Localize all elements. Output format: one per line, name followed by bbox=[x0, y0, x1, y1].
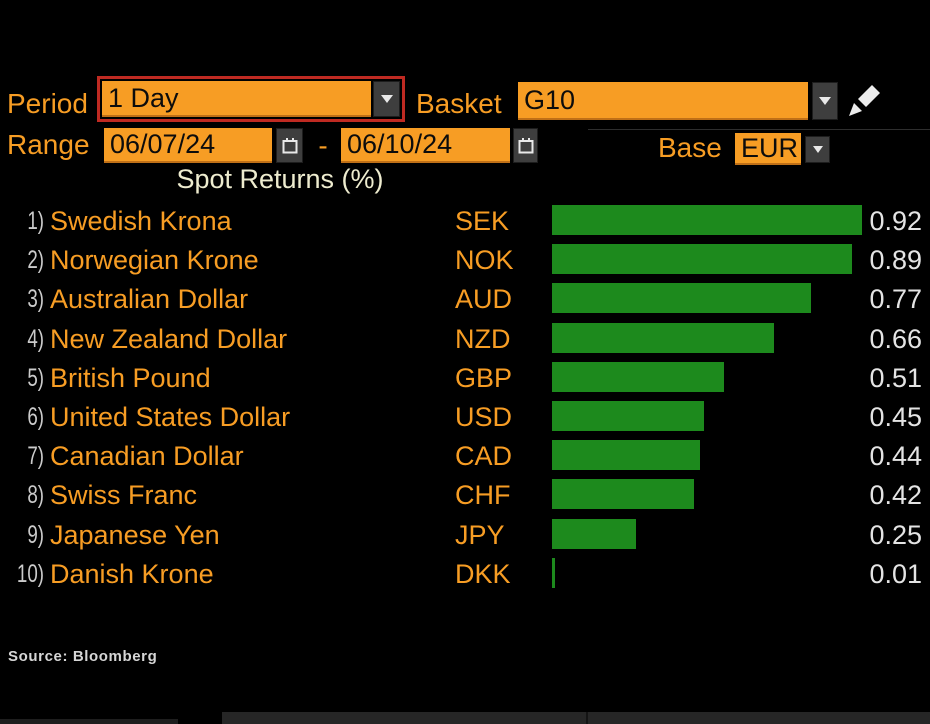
chart-row[interactable]: 7) Canadian Dollar CAD 0.44 bbox=[0, 438, 930, 474]
range-label: Range bbox=[7, 129, 90, 160]
chart-row[interactable]: 6) United States Dollar USD 0.45 bbox=[0, 399, 930, 435]
currency-name: Canadian Dollar bbox=[50, 441, 244, 472]
period-select[interactable]: 1 Day bbox=[102, 81, 371, 117]
currency-name: Danish Krone bbox=[50, 558, 214, 589]
return-value: 0.44 bbox=[869, 441, 922, 472]
range-start-value: 06/07/24 bbox=[110, 129, 216, 159]
row-index: 1) bbox=[27, 207, 44, 235]
return-bar bbox=[552, 244, 852, 275]
return-bar bbox=[552, 205, 862, 235]
chart-row[interactable]: 4) New Zealand Dollar NZD 0.66 bbox=[0, 321, 930, 357]
chart-title: Spot Returns (%) bbox=[176, 164, 384, 194]
panel-divider bbox=[588, 129, 930, 130]
currency-code: CAD bbox=[455, 441, 513, 472]
basket-dropdown-button[interactable] bbox=[812, 82, 838, 120]
chart-row[interactable]: 3) Australian Dollar AUD 0.77 bbox=[0, 281, 930, 317]
base-label: Base bbox=[658, 132, 722, 163]
currency-name: United States Dollar bbox=[50, 402, 291, 432]
row-index: 3) bbox=[27, 285, 44, 314]
calendar-icon bbox=[518, 137, 533, 153]
return-value: 0.01 bbox=[869, 558, 922, 589]
currency-name: Australian Dollar bbox=[50, 284, 249, 315]
row-index: 8) bbox=[27, 481, 44, 510]
row-index: 9) bbox=[27, 520, 44, 549]
range-end-input[interactable]: 06/10/24 bbox=[341, 128, 510, 163]
currency-code: NOK bbox=[455, 245, 514, 276]
chart-row[interactable]: 9) Japanese Yen JPY 0.25 bbox=[0, 517, 930, 553]
chevron-down-icon bbox=[819, 97, 831, 105]
return-bar bbox=[552, 283, 811, 314]
base-value: EUR bbox=[741, 133, 799, 163]
currency-code: CHF bbox=[455, 480, 511, 511]
currency-code: NZD bbox=[455, 323, 511, 354]
return-value: 0.45 bbox=[869, 402, 922, 432]
row-index: 7) bbox=[27, 442, 44, 471]
currency-code: AUD bbox=[455, 284, 513, 315]
currency-code: DKK bbox=[455, 558, 511, 589]
row-index: 6) bbox=[27, 403, 44, 431]
return-value: 0.42 bbox=[869, 480, 922, 511]
return-value: 0.25 bbox=[869, 519, 922, 550]
bottom-bar-segment bbox=[0, 719, 178, 724]
row-index: 10) bbox=[16, 559, 44, 588]
base-select[interactable]: EUR bbox=[735, 133, 801, 165]
period-label: Period bbox=[7, 88, 88, 119]
source-note: Source: Bloomberg bbox=[8, 648, 158, 665]
currency-name: British Pound bbox=[50, 362, 211, 393]
period-dropdown-button[interactable] bbox=[373, 81, 400, 117]
range-start-input[interactable]: 06/07/24 bbox=[104, 128, 272, 163]
basket-label: Basket bbox=[416, 88, 502, 119]
currency-code: GBP bbox=[455, 362, 513, 393]
period-select-highlight: 1 Day bbox=[97, 76, 405, 122]
return-bar bbox=[552, 440, 700, 471]
currency-name: Norwegian Krone bbox=[50, 245, 259, 276]
currency-code: USD bbox=[455, 402, 513, 432]
return-bar bbox=[552, 401, 704, 431]
bottom-bar-divider bbox=[586, 712, 588, 724]
currency-name: Swiss Franc bbox=[50, 480, 198, 511]
return-bar bbox=[552, 557, 555, 588]
base-dropdown-button[interactable] bbox=[805, 136, 830, 163]
currency-name: New Zealand Dollar bbox=[50, 323, 288, 354]
row-index: 4) bbox=[27, 324, 44, 353]
chart-row[interactable]: 8) Swiss Franc CHF 0.42 bbox=[0, 477, 930, 513]
chart-row[interactable]: 5) British Pound GBP 0.51 bbox=[0, 360, 930, 396]
return-bar bbox=[552, 361, 724, 392]
calendar-icon bbox=[282, 137, 297, 153]
return-bar bbox=[552, 518, 636, 549]
return-value: 0.77 bbox=[869, 284, 922, 315]
return-value: 0.92 bbox=[869, 206, 922, 236]
return-bar bbox=[552, 322, 774, 353]
range-separator: - bbox=[318, 130, 328, 161]
row-index: 2) bbox=[27, 246, 44, 275]
period-value: 1 Day bbox=[108, 82, 179, 113]
edit-pencil-icon[interactable] bbox=[845, 80, 883, 120]
currency-code: JPY bbox=[455, 519, 505, 550]
currency-name: Japanese Yen bbox=[50, 519, 220, 550]
chevron-down-icon bbox=[380, 95, 393, 103]
chart-row[interactable]: 10) Danish Krone DKK 0.01 bbox=[0, 556, 930, 592]
chevron-down-icon bbox=[812, 146, 823, 153]
currency-code: SEK bbox=[455, 206, 510, 236]
return-bar bbox=[552, 479, 694, 510]
bottom-bar-segment bbox=[222, 712, 930, 724]
return-value: 0.66 bbox=[869, 323, 922, 354]
range-end-calendar-button[interactable] bbox=[513, 128, 538, 163]
currency-name: Swedish Krona bbox=[50, 206, 232, 236]
basket-select[interactable]: G10 bbox=[518, 82, 808, 120]
chart-row[interactable]: 1) Swedish Krona SEK 0.92 bbox=[0, 203, 930, 239]
return-value: 0.89 bbox=[869, 245, 922, 276]
row-index: 5) bbox=[27, 363, 44, 392]
chart-row[interactable]: 2) Norwegian Krone NOK 0.89 bbox=[0, 242, 930, 278]
range-end-value: 06/10/24 bbox=[347, 129, 453, 159]
return-value: 0.51 bbox=[869, 362, 922, 393]
range-start-calendar-button[interactable] bbox=[276, 128, 303, 163]
basket-value: G10 bbox=[524, 84, 576, 115]
